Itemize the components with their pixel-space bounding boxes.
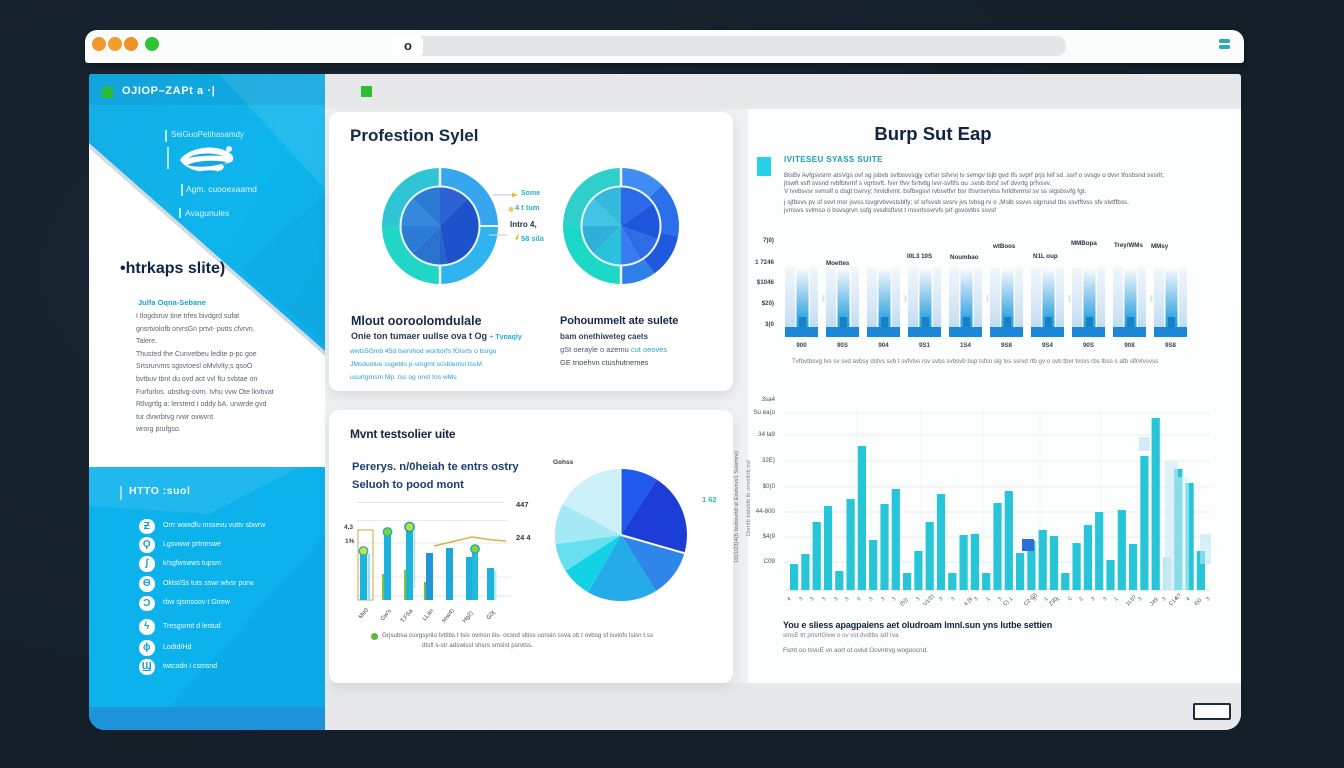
svg-text:3: 3 xyxy=(798,596,804,602)
svg-text:1: 1 xyxy=(1043,596,1049,602)
svg-text:0: 0 xyxy=(856,596,862,602)
svg-text:3: 3 xyxy=(1137,596,1143,602)
svg-text:1: 1 xyxy=(985,596,991,602)
svg-text:Hg2): Hg2) xyxy=(462,610,475,624)
svg-text:3: 3 xyxy=(1090,596,1096,602)
svg-text:4: 4 xyxy=(1173,596,1179,602)
svg-text:C1 6?: C1 6? xyxy=(1168,593,1183,608)
svg-text:(5)): (5)) xyxy=(899,597,909,607)
svg-text:3: 3 xyxy=(868,596,874,602)
svg-text:3: 3 xyxy=(821,596,827,602)
svg-text:3: 3 xyxy=(809,596,815,602)
svg-text:C): C) xyxy=(1002,599,1010,607)
svg-text:4 (9: 4 (9 xyxy=(963,596,974,607)
svg-text:3: 3 xyxy=(973,596,979,602)
svg-text:3: 3 xyxy=(880,596,886,602)
svg-text:3: 3 xyxy=(844,596,850,602)
svg-text:1: 1 xyxy=(1113,596,1119,602)
svg-text:3: 3 xyxy=(938,596,944,602)
svg-text:3: 3 xyxy=(1161,596,1167,602)
svg-text:3: 3 xyxy=(915,596,921,602)
svg-text:2: 2 xyxy=(1078,596,1084,602)
svg-text:3: 3 xyxy=(891,596,897,602)
svg-text:sow4): sow4) xyxy=(441,608,456,624)
svg-text:3: 3 xyxy=(1032,596,1038,602)
svg-text:1: 1 xyxy=(1055,596,1061,602)
svg-text:C: C xyxy=(1067,595,1074,602)
svg-text:U1/2): U1/2) xyxy=(922,594,936,608)
svg-text:3: 3 xyxy=(833,596,839,602)
svg-text:T,FSa: T,FSa xyxy=(400,608,415,624)
svg-text:Gw's: Gw's xyxy=(380,608,393,622)
svg-text:LLan: LLan xyxy=(422,608,435,622)
svg-text:1: 1 xyxy=(1008,596,1014,602)
svg-text:Me0: Me0 xyxy=(358,607,371,620)
svg-text:1L5?: 1L5? xyxy=(1125,595,1138,608)
svg-text:4: 4 xyxy=(786,596,792,602)
svg-text:3: 3 xyxy=(1102,596,1108,602)
svg-text:J49: J49 xyxy=(1149,597,1160,608)
svg-text:Z30: Z30 xyxy=(1048,596,1059,607)
svg-text:3: 3 xyxy=(1205,596,1211,602)
svg-text:G0(: G0( xyxy=(486,610,497,622)
svg-text:1%: 1% xyxy=(345,538,355,545)
svg-text:3: 3 xyxy=(997,596,1003,602)
svg-text:4,3: 4,3 xyxy=(344,524,353,531)
svg-text:4: 4 xyxy=(1185,596,1191,602)
svg-text:3: 3 xyxy=(950,596,956,602)
svg-text:4)0: 4)0 xyxy=(1193,598,1203,608)
